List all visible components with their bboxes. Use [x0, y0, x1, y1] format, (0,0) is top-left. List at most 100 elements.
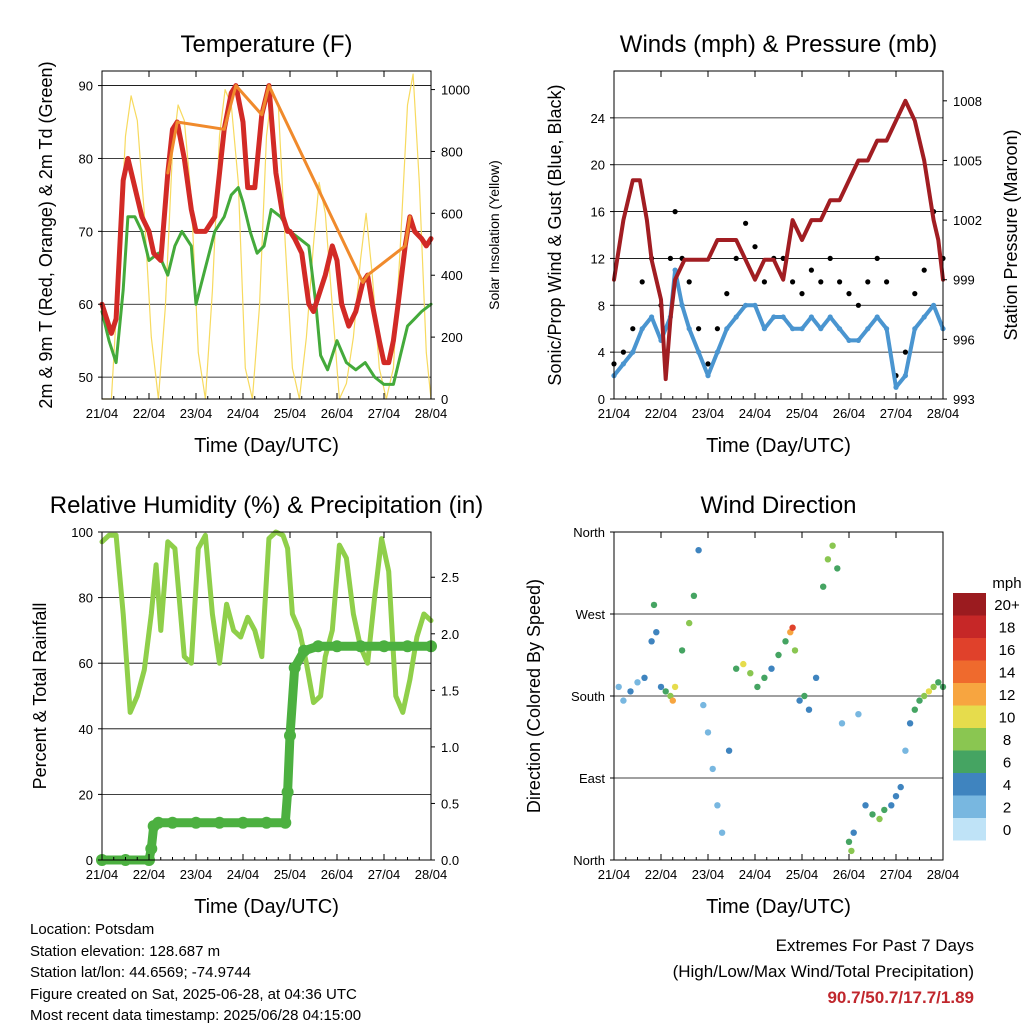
x-tick-label: 24/04	[227, 406, 260, 421]
wind-direction-point	[902, 747, 909, 754]
gust-point	[761, 279, 768, 285]
x-tick-label: 27/04	[368, 867, 401, 882]
panel-frame-2	[101, 531, 432, 861]
x-tick-label: 23/04	[692, 406, 725, 421]
wind-direction-point	[725, 747, 733, 754]
precip-marker	[378, 640, 390, 653]
latlon-text: Station lat/lon: 44.6569; -74.9744	[30, 964, 252, 982]
y-tick-label: 60	[79, 656, 93, 671]
gust-point	[752, 244, 758, 250]
wind-direction-point	[801, 692, 808, 700]
y-tick-label: 8	[598, 298, 605, 313]
gust-point	[733, 255, 739, 261]
gust-point	[837, 279, 843, 285]
wind-direction-point	[718, 829, 726, 836]
wind-direction-point	[930, 683, 937, 691]
wind-direction-points	[615, 542, 947, 855]
chart-title: Temperature (F)	[180, 31, 352, 58]
gust-point	[865, 279, 871, 285]
x-tick-label: 23/04	[180, 867, 213, 882]
colorbar-label: 18	[999, 620, 1016, 637]
colorbar-swatch	[953, 728, 986, 751]
colorbar-label: 10	[999, 710, 1016, 727]
y-right-tick-label: 600	[441, 206, 463, 221]
wind-direction-point	[881, 806, 888, 814]
colorbar-label: 20+	[994, 597, 1020, 614]
y-tick-label: 80	[79, 151, 93, 166]
elevation-text: Station elevation: 128.687 m	[30, 942, 221, 960]
colorbar-label: 0	[1003, 822, 1011, 839]
colorbar-title: mph	[992, 575, 1021, 592]
colorbar-label: 14	[999, 665, 1016, 682]
y-tick-label: 0	[86, 853, 93, 868]
y-tick-label: 20	[79, 787, 93, 802]
x-tick-label: 27/04	[880, 406, 913, 421]
precip-marker-group	[96, 640, 437, 866]
colorbar-swatch	[953, 750, 986, 773]
colorbar-swatch	[953, 660, 986, 683]
wind-direction-point	[897, 783, 904, 791]
x-axis-label: Time (Day/UTC)	[706, 435, 851, 457]
panel-frame-0	[101, 70, 432, 400]
precip-marker	[288, 661, 301, 674]
wind-direction-point	[845, 838, 853, 845]
colorbar-label: 6	[1003, 755, 1011, 772]
precip-marker	[331, 640, 343, 653]
wind-direction-point	[906, 720, 914, 727]
x-axis-label: Time (Day/UTC)	[194, 435, 339, 457]
wind-direction-point	[876, 815, 883, 823]
x-tick-label: 25/04	[274, 867, 307, 882]
gust-point	[808, 267, 815, 273]
gust-point	[855, 302, 862, 308]
precip-marker	[213, 816, 226, 829]
x-tick-label: 26/04	[833, 867, 866, 882]
wind-direction-point	[791, 647, 799, 654]
precip-marker	[260, 816, 273, 829]
x-tick-label: 23/04	[180, 406, 213, 421]
figure-created-text: Figure created on Sat, 2025-06-28, at 04…	[30, 985, 357, 1003]
x-axis-label: Time (Day/UTC)	[194, 896, 339, 918]
colorbar-swatch	[953, 795, 986, 818]
wind-direction-point	[690, 592, 698, 599]
precip-marker	[145, 842, 158, 855]
extremes-heading: Extremes For Past 7 Days	[775, 936, 974, 955]
x-tick-label: 28/04	[927, 406, 960, 421]
wind-direction-point	[653, 629, 660, 636]
wind-direction-point	[911, 706, 918, 713]
y-right-tick-label: 0	[441, 392, 448, 407]
precip-marker	[166, 816, 179, 829]
wind-direction-point	[925, 688, 933, 695]
precip-marker	[298, 644, 311, 657]
x-tick-label: 24/04	[739, 867, 772, 882]
x-tick-label: 26/04	[321, 406, 354, 421]
y-tick-label: 50	[79, 370, 93, 385]
pressure-line	[612, 98, 945, 382]
y-right-tick-label: 0.5	[441, 796, 459, 811]
y-right-tick-label: 1008	[953, 94, 982, 109]
y-right-tick-label: 2.0	[441, 627, 459, 642]
dewpoint-line	[100, 186, 433, 386]
gust-point	[667, 255, 674, 261]
y-tick-label: 24	[591, 111, 605, 126]
precip-marker	[312, 640, 325, 653]
wind-direction-point	[888, 802, 895, 809]
gust-point	[884, 279, 890, 285]
x-tick-label: 22/04	[645, 406, 678, 421]
wind-direction-point	[921, 692, 928, 700]
colorbar-swatch	[953, 683, 986, 706]
wind-direction-point	[695, 547, 702, 554]
y-axis-label: Percent & Total Rainfall	[30, 603, 50, 790]
wind-direction-point	[678, 647, 686, 654]
y-axis-label: Sonic/Prop Wind & Gust (Blue, Black)	[545, 84, 565, 385]
y-tick-label: 90	[79, 79, 93, 94]
y-tick-label: North	[573, 853, 605, 868]
wind-direction-point	[615, 683, 622, 691]
gust-point	[714, 326, 721, 332]
temp-9m-line	[166, 84, 412, 284]
wind-direction-point	[704, 729, 712, 736]
y-axis-label: Direction (Colored By Speed)	[524, 579, 544, 813]
x-tick-label: 21/04	[598, 406, 631, 421]
y-tick-label: 20	[591, 158, 605, 173]
chart-title: Winds (mph) & Pressure (mb)	[620, 31, 937, 58]
